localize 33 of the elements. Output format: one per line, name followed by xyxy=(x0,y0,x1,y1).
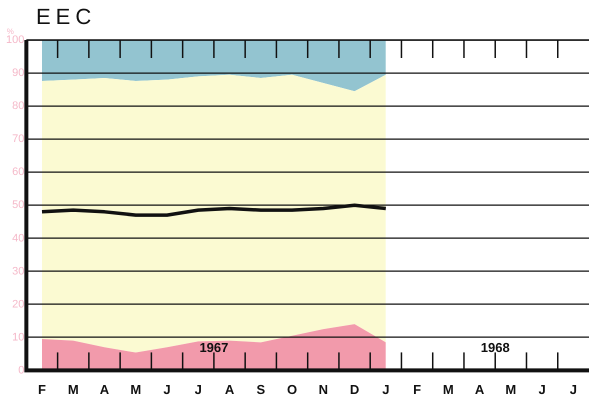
y-tick-label: 70 xyxy=(12,133,24,146)
x-tick-label: F xyxy=(38,382,46,397)
y-tick-label: 10 xyxy=(12,331,24,344)
y-tick-label: 90 xyxy=(12,67,24,80)
y-tick-label: 80 xyxy=(12,100,24,112)
x-tick-label: D xyxy=(350,382,360,397)
y-tick-label: 20 xyxy=(12,298,24,310)
y-tick-label: 50 xyxy=(12,199,24,212)
x-tick-label: F xyxy=(413,382,422,397)
y-tick-label: 40 xyxy=(12,232,24,244)
chart-title: EEC xyxy=(36,4,96,30)
x-tick-label: J xyxy=(538,382,546,397)
x-tick-label: J xyxy=(382,382,390,397)
x-tick-label: M xyxy=(130,382,142,397)
x-tick-label: M xyxy=(68,382,79,397)
y-tick-label: 0 xyxy=(18,364,24,376)
x-tick-label: A xyxy=(100,382,110,397)
x-tick-label: J xyxy=(194,382,202,397)
x-tick-label: M xyxy=(442,382,454,397)
x-tick-label: N xyxy=(318,382,328,397)
y-tick-label: 100 xyxy=(6,34,24,46)
x-tick-label: A xyxy=(474,382,485,397)
annotation: 1967 xyxy=(199,340,228,355)
x-tick-label: J xyxy=(163,382,171,397)
x-tick-label: M xyxy=(505,382,516,397)
x-tick-label: J xyxy=(570,382,577,397)
y-axis-title: % xyxy=(6,27,14,36)
x-tick-label: S xyxy=(256,382,266,397)
y-tick-label: 30 xyxy=(12,265,24,278)
x-tick-label: O xyxy=(286,382,298,397)
x-tick-label: A xyxy=(224,382,235,397)
annotation: 1968 xyxy=(480,340,510,355)
y-tick-label: 60 xyxy=(12,166,24,178)
